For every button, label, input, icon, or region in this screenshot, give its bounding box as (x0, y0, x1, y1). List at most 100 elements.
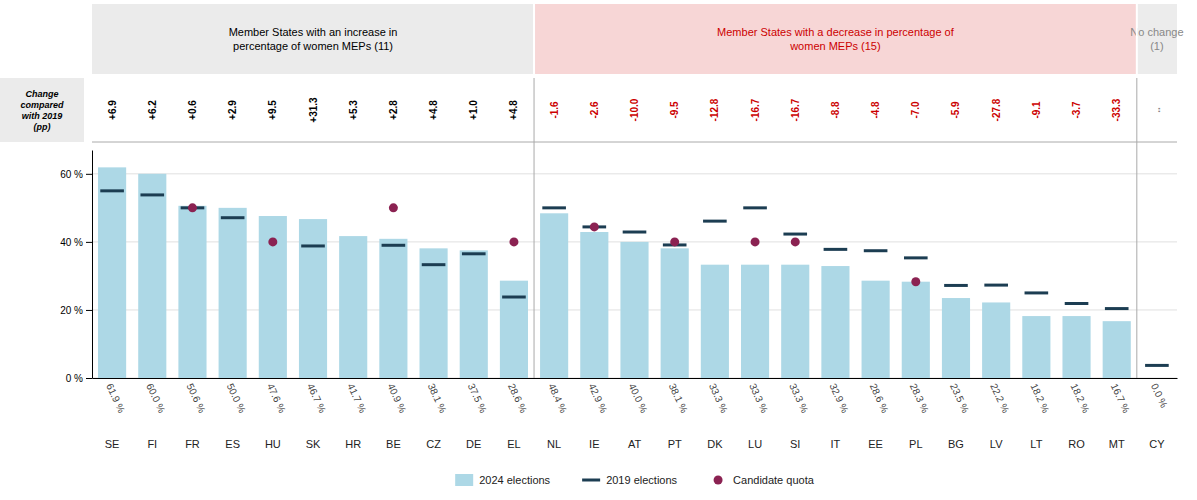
dash-marker (502, 296, 526, 299)
dash-marker (984, 284, 1008, 287)
y-tick-mark (86, 242, 92, 243)
x-tick-label: PT (668, 438, 682, 450)
x-tick-label: RO (1068, 438, 1085, 450)
change-label: +4.8 (428, 100, 439, 120)
x-tick-label: NL (547, 438, 561, 450)
bar (902, 282, 930, 378)
bar (982, 302, 1010, 378)
data-label: 28.6 % (506, 382, 529, 415)
x-tick-label: FI (147, 438, 157, 450)
series (98, 167, 1131, 378)
x-tick-label: AT (628, 438, 642, 450)
dash-marker (783, 233, 807, 236)
data-label: 33.3 % (787, 382, 810, 415)
bar (540, 213, 568, 378)
x-tick-label: LV (990, 438, 1003, 450)
y-tick: 0 % (66, 373, 92, 384)
dash-marker (1065, 302, 1089, 305)
data-label: 40.9 % (385, 382, 408, 415)
y-tick-label: 20 % (60, 305, 83, 316)
change-label: +5.3 (348, 100, 359, 120)
dot-marker (751, 237, 760, 246)
group-header-label: No change(1) (1130, 26, 1183, 52)
data-label: 60.0 % (144, 382, 167, 415)
x-tick-label: PL (909, 438, 922, 450)
legend-item: 2019 elections (582, 474, 677, 486)
data-label: 41.7 % (345, 382, 368, 415)
legend-item: 2024 elections (455, 474, 550, 486)
legend-swatch (455, 474, 473, 486)
x-tick-label: HU (265, 438, 281, 450)
dash-marker (824, 248, 848, 251)
x-axis: SEFIFRESHUSKHRBECZDEELNLIEATPTDKLUSIITEE… (93, 378, 1178, 450)
change-label: -33.3 (1111, 98, 1122, 121)
y-tick-label: 40 % (60, 237, 83, 248)
y-tick: 60 % (60, 169, 92, 180)
change-label: -8.8 (830, 101, 841, 119)
grid (92, 174, 1177, 378)
data-label: 22.2 % (988, 382, 1011, 415)
y-tick-label: 60 % (60, 169, 83, 180)
bar (1062, 316, 1090, 378)
x-tick-label: CZ (426, 438, 441, 450)
bar (460, 250, 488, 378)
x-tick-label: EL (507, 438, 520, 450)
data-label: 37.5 % (466, 382, 489, 415)
x-tick-label: EE (868, 438, 883, 450)
dash-marker (904, 256, 928, 259)
change-label: -9.1 (1031, 101, 1042, 119)
change-label: -12.8 (709, 98, 720, 121)
data-label: 18.2 % (1028, 382, 1051, 415)
data-label: 28.3 % (908, 382, 931, 415)
bar (620, 242, 648, 378)
x-tick-label: ES (225, 438, 240, 450)
bar (1143, 378, 1171, 379)
change-label-background (0, 78, 84, 142)
dot-marker (389, 203, 398, 212)
x-tick-label: DE (466, 438, 481, 450)
dash-marker (1105, 307, 1129, 310)
change-label: +6.9 (107, 100, 118, 120)
dot-marker (509, 237, 518, 246)
dash-marker (382, 244, 406, 247)
bar (219, 208, 247, 378)
bar (98, 167, 126, 378)
data-label: 40.0 % (627, 382, 650, 415)
dash-marker (140, 193, 164, 196)
x-tick-label: LT (1030, 438, 1042, 450)
dash-marker (301, 244, 325, 247)
y-tick-mark (86, 378, 92, 379)
data-label: 16.7 % (1109, 382, 1132, 415)
dot-marker (268, 237, 277, 246)
bar (580, 232, 608, 378)
bar (500, 281, 528, 378)
change-label: +6.2 (147, 100, 158, 120)
change-label: +9.5 (267, 100, 278, 120)
y-axis: 0 % 20 % 40 % 60 % (60, 151, 92, 384)
legend: 2024 elections2019 electionsCandidate qu… (455, 474, 815, 486)
change-label: +31.3 (308, 97, 319, 123)
bar (741, 265, 769, 378)
section-divider (534, 78, 535, 378)
header-divider (533, 4, 535, 74)
legend-label: 2019 elections (606, 474, 677, 486)
y-tick: 40 % (60, 237, 92, 248)
y-axis-line (92, 151, 93, 379)
x-tick-label: SE (105, 438, 120, 450)
change-label: -7.0 (910, 101, 921, 119)
y-tick-label: 0 % (66, 373, 83, 384)
change-label: -9.5 (669, 101, 680, 119)
bar (701, 265, 729, 378)
data-label: 42.9 % (586, 382, 609, 415)
change-label: +1.0 (468, 100, 479, 120)
bar (821, 266, 849, 378)
change-label: -16.7 (790, 98, 801, 121)
data-label: 50.6 % (184, 382, 207, 415)
bar (781, 265, 809, 378)
dash-marker (623, 231, 647, 234)
legend-swatch (582, 479, 600, 482)
header-divider (1136, 4, 1138, 74)
data-label: 47.6 % (265, 382, 288, 415)
data-label: 46.7 % (305, 382, 328, 415)
bar (339, 236, 367, 378)
